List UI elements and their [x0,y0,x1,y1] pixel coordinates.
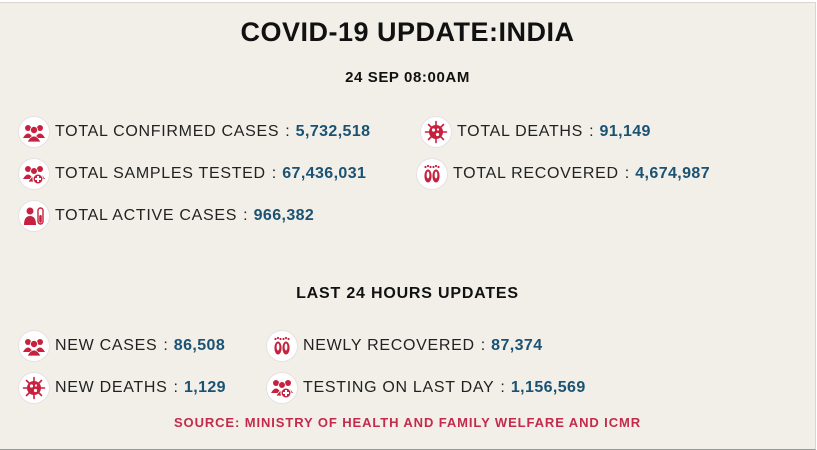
stat-label: TOTAL CONFIRMED CASES [55,123,280,140]
stat-value: 87,374 [491,337,543,354]
separator: : [271,165,277,182]
separator: : [624,165,630,182]
stat-total-deaths: TOTAL DEATHS : 91,149 [420,115,651,149]
people-medical-cross-icon [18,158,50,190]
footprints-icon [266,330,298,362]
separator: : [480,337,486,354]
stat-total-active: TOTAL ACTIVE CASES : 966,382 [18,199,314,233]
stat-new-deaths: NEW DEATHS : 1,129 [18,371,226,405]
virus-icon [18,372,50,404]
stat-value: 1,156,569 [510,379,586,396]
stat-label: TOTAL RECOVERED [453,165,619,182]
stat-testing-last-day: TESTING ON LAST DAY : 1,156,569 [266,371,586,405]
stat-label: TESTING ON LAST DAY [303,379,495,396]
stat-new-cases: NEW CASES : 86,508 [18,329,225,363]
stat-label: NEW CASES [55,337,158,354]
separator: : [173,379,178,396]
separator: : [163,337,168,354]
stat-label: TOTAL DEATHS [457,123,584,140]
stat-value: 1,129 [183,379,226,396]
stat-value: 5,732,518 [295,123,371,140]
last-24-hours-heading: LAST 24 HOURS UPDATES [296,285,519,302]
separator: : [243,207,248,224]
stat-value: 86,508 [173,337,226,354]
stat-total-recovered: TOTAL RECOVERED : 4,674,987 [416,157,710,191]
stat-label: NEWLY RECOVERED [303,337,475,354]
separator: : [500,379,505,396]
people-group-icon [18,116,50,148]
stat-value: 91,149 [599,123,651,140]
page-title: COVID-19 UPDATE:INDIA [240,17,575,47]
stat-value: 4,674,987 [635,165,711,182]
stat-label: NEW DEATHS [55,379,168,396]
stat-label: TOTAL SAMPLES TESTED [55,165,266,182]
stat-total-confirmed: TOTAL CONFIRMED CASES : 5,732,518 [18,115,370,149]
stat-label: TOTAL ACTIVE CASES [55,207,238,224]
person-test-tube-icon [18,200,50,232]
footprints-icon [416,158,448,190]
stat-value: 67,436,031 [282,165,367,182]
separator: : [285,123,290,140]
stat-total-samples: TOTAL SAMPLES TESTED : 67,436,031 [18,157,366,191]
people-medical-cross-icon [266,372,298,404]
virus-icon [420,116,452,148]
stat-value: 966,382 [253,207,315,224]
people-group-icon [18,330,50,362]
update-date: 24 SEP 08:00AM [345,69,470,86]
source-note: SOURCE: MINISTRY OF HEALTH AND FAMILY WE… [173,415,641,430]
separator: : [589,123,594,140]
stat-newly-recovered: NEWLY RECOVERED : 87,374 [266,329,543,363]
